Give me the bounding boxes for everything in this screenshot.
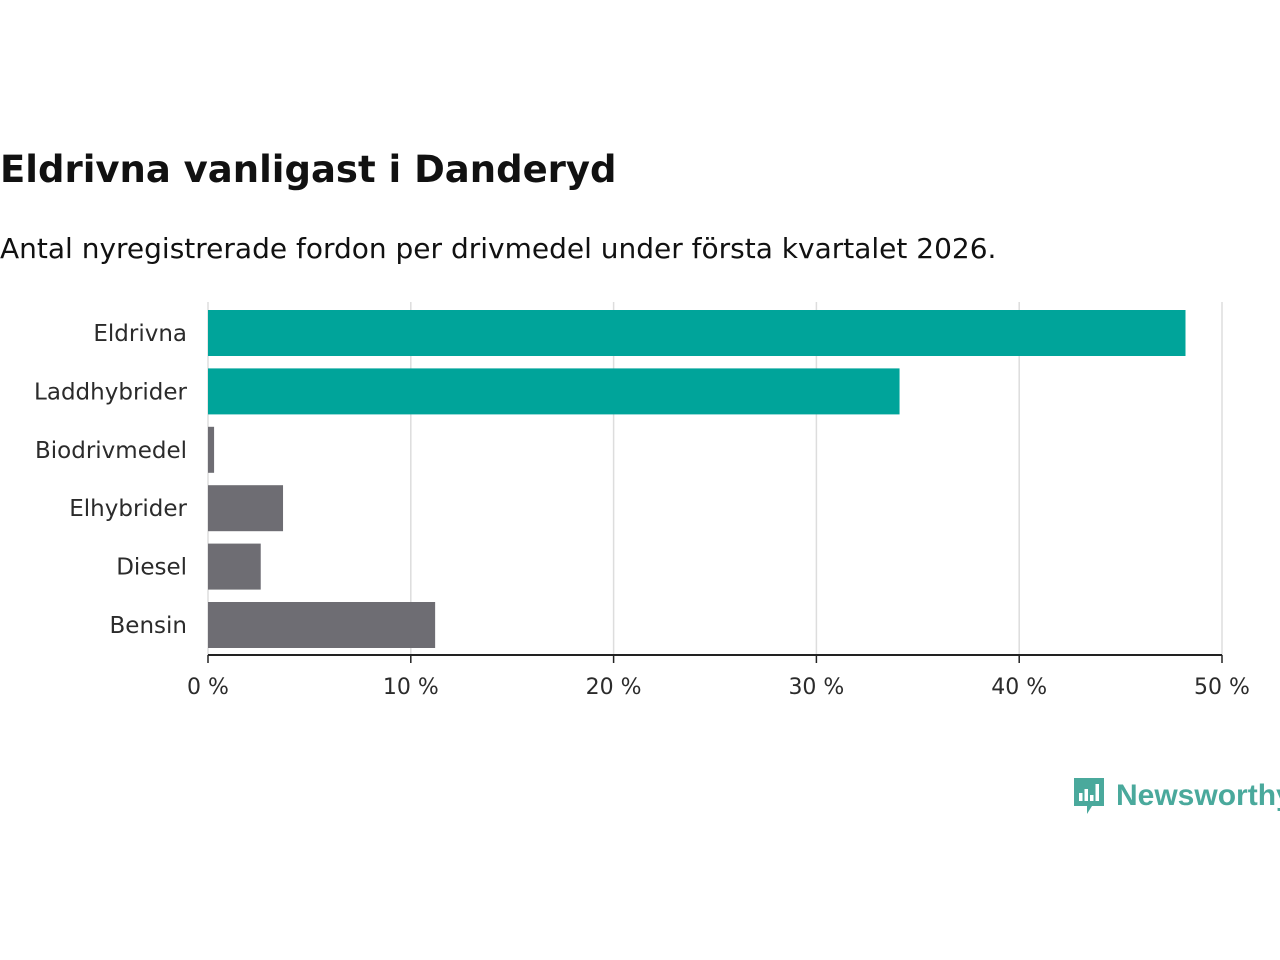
bar-eldrivna xyxy=(208,310,1186,356)
gridlines xyxy=(207,302,1223,655)
x-tick-label: 10 % xyxy=(383,675,439,700)
bar-laddhybrider xyxy=(208,368,900,415)
bar-biodrivmedel xyxy=(208,426,215,473)
x-axis: 0 % 10 % 20 % 30 % 40 % 50 % xyxy=(187,654,1250,700)
chart-subtitle: Antal nyregistrerade fordon per drivmede… xyxy=(0,232,997,265)
bars xyxy=(208,310,1186,648)
bar-elhybrider xyxy=(208,485,284,532)
x-tick-label: 0 % xyxy=(187,675,229,700)
x-tick-label: 30 % xyxy=(788,675,844,700)
category-label: Laddhybrider xyxy=(34,379,187,405)
category-labels: Eldrivna Laddhybrider Biodrivmedel Elhybrid… xyxy=(34,321,187,639)
bar-diesel xyxy=(208,543,261,590)
chart-title: Eldrivna vanligast i Danderyd xyxy=(0,148,617,191)
category-label: Biodrivmedel xyxy=(35,438,187,464)
category-label: Diesel xyxy=(116,555,187,581)
x-tick-label: 50 % xyxy=(1194,675,1250,700)
category-label: Elhybrider xyxy=(69,496,187,522)
bar-chart: 0 % 10 % 20 % 30 % 40 % 50 % Eldrivna Laddhybr… xyxy=(34,302,1250,700)
logo-text: Newsworthy xyxy=(1116,779,1280,812)
bar-bensin xyxy=(208,602,436,648)
category-label: Bensin xyxy=(110,613,187,639)
category-label: Eldrivna xyxy=(93,321,187,347)
x-tick-label: 20 % xyxy=(586,675,642,700)
x-tick-label: 40 % xyxy=(991,675,1047,700)
newsworthy-logo: Newsworthy xyxy=(1072,776,1280,816)
bar-chart-speech-bubble-icon xyxy=(1074,778,1104,814)
